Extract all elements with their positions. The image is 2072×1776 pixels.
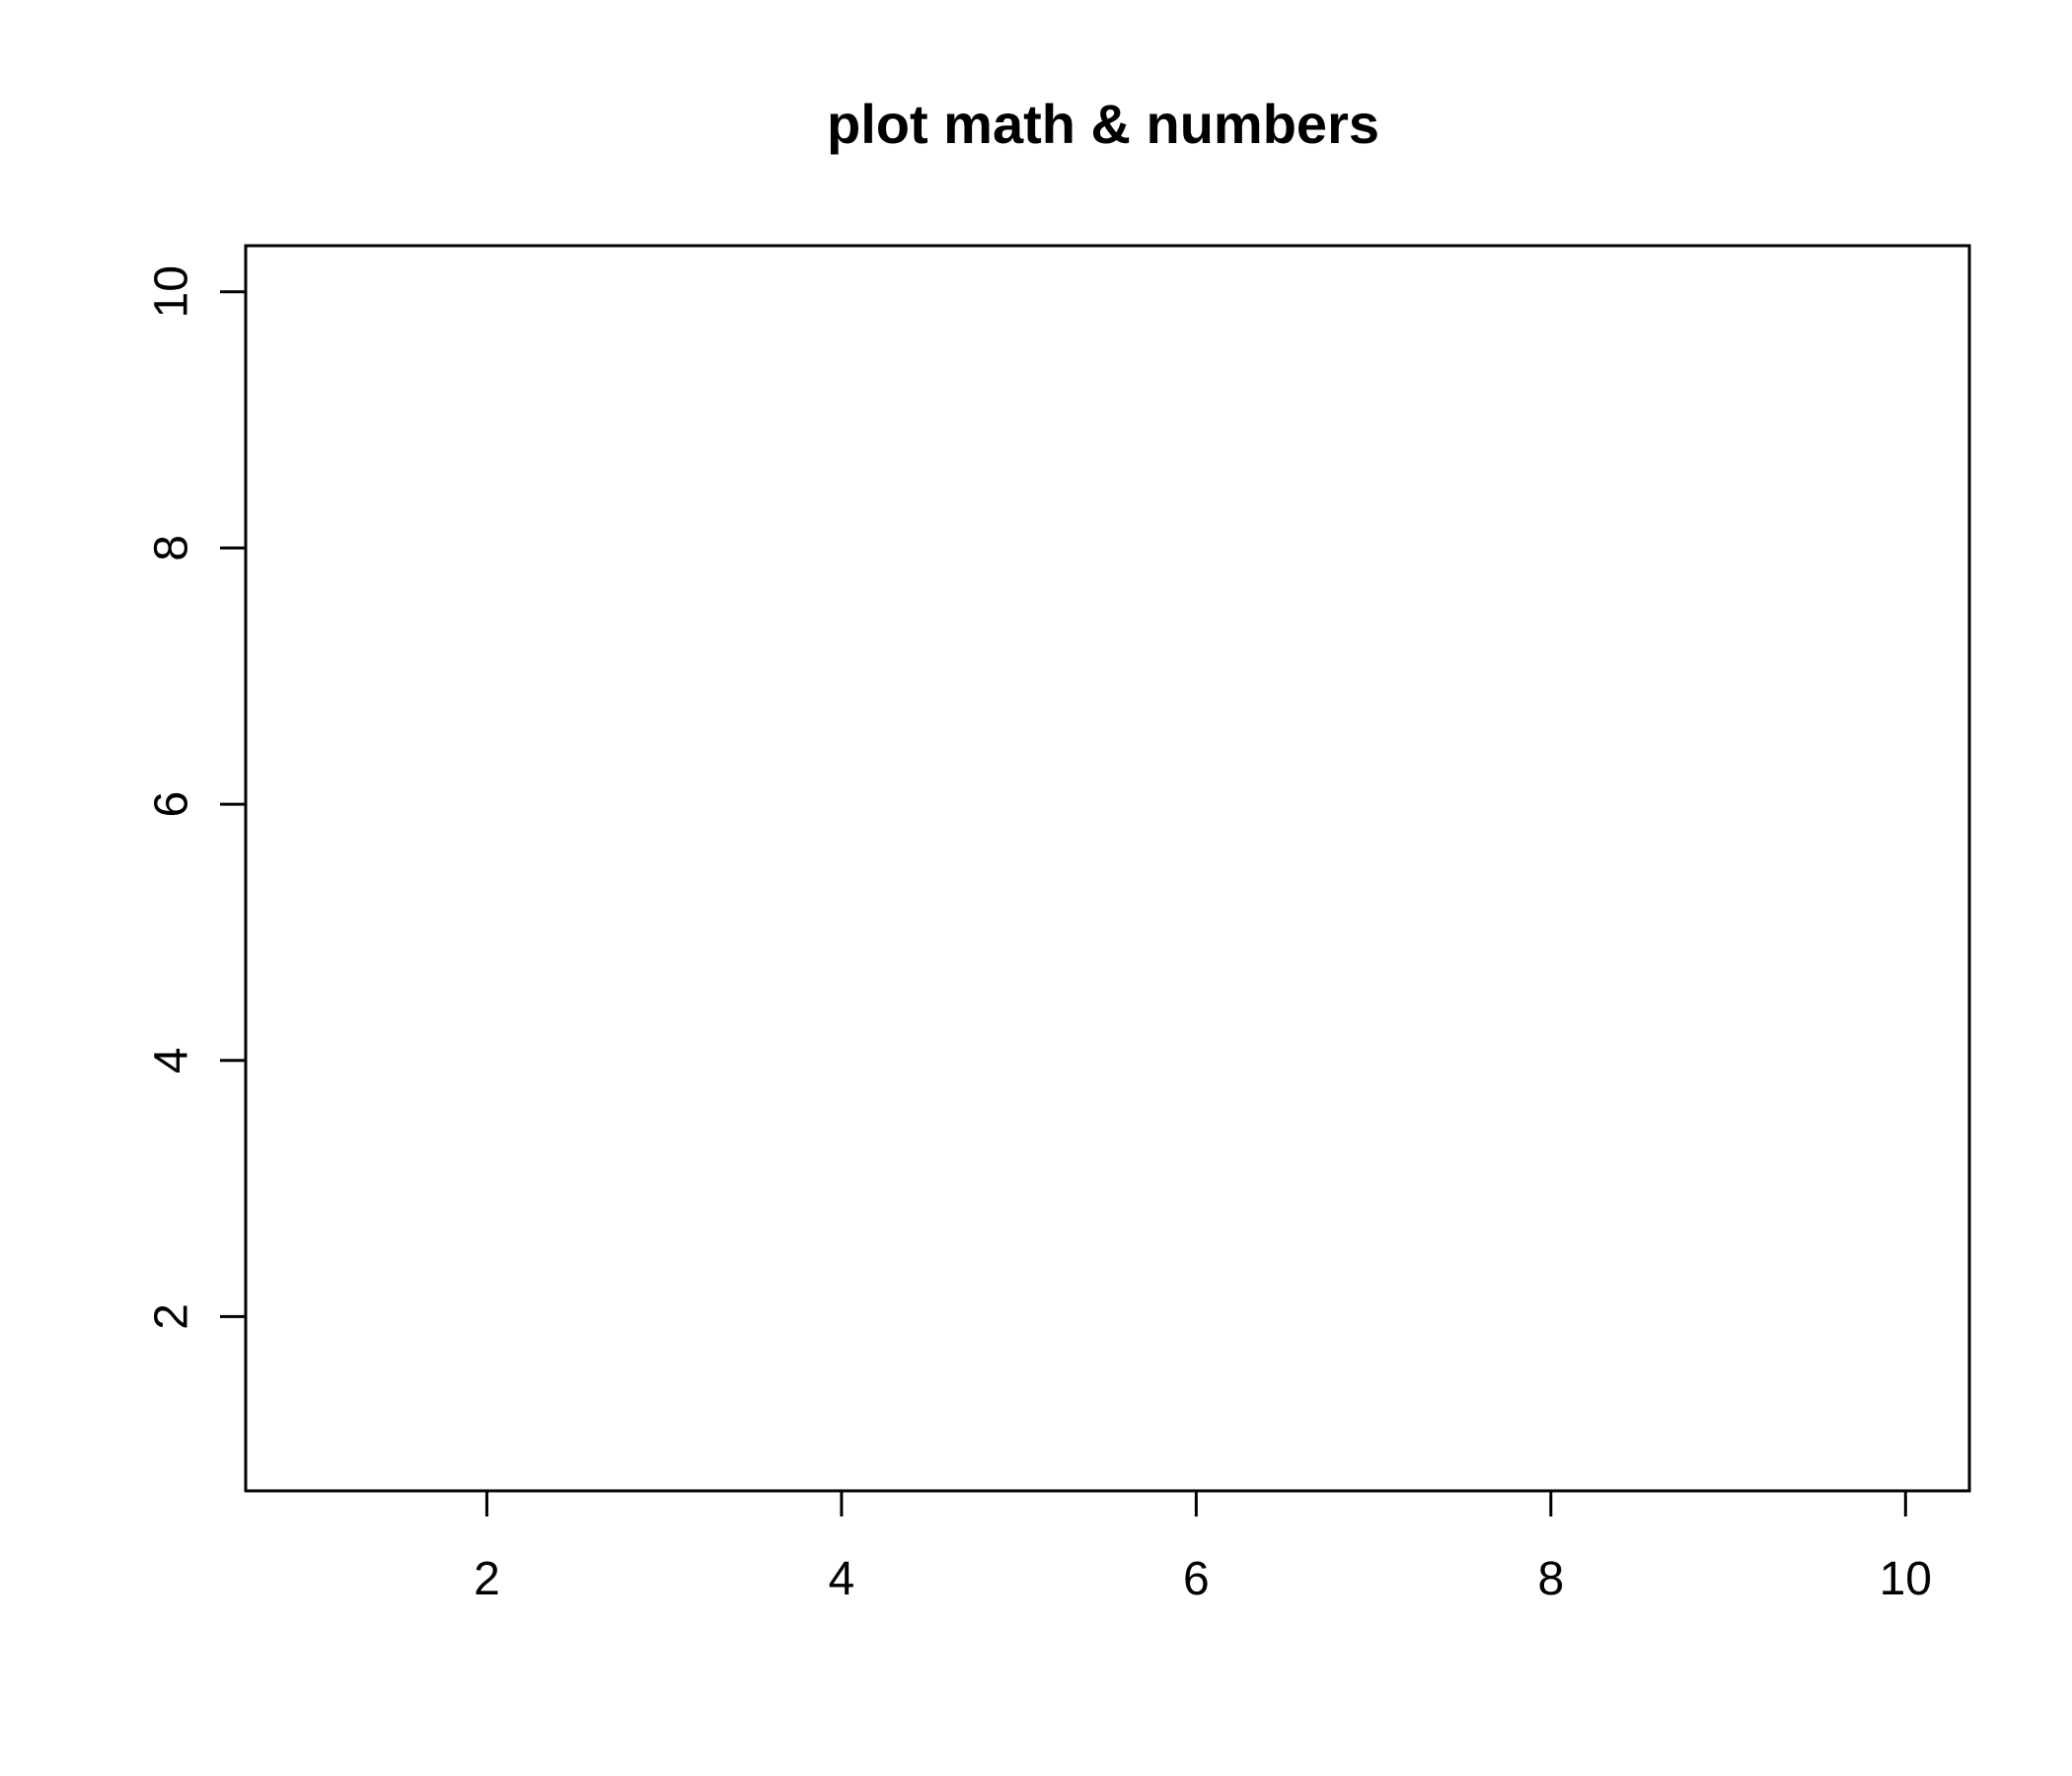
y-tick-label: 8 — [146, 535, 198, 561]
y-tick-label: 2 — [146, 1303, 198, 1330]
chart-title: plot math & numbers — [827, 93, 1379, 155]
x-tick-label: 6 — [1183, 1553, 1210, 1605]
y-tick-label: 6 — [146, 791, 198, 818]
y-tick-label: 10 — [146, 265, 198, 318]
y-tick-label: 4 — [146, 1047, 198, 1073]
x-tick-label: 4 — [829, 1553, 855, 1605]
x-axis: 2 4 6 8 10 — [474, 1489, 1932, 1605]
plot-area-frame — [244, 244, 1971, 1493]
x-tick-label: 2 — [474, 1553, 500, 1605]
x-tick-label: 8 — [1537, 1553, 1564, 1605]
y-axis: 2 4 6 8 10 — [146, 265, 248, 1330]
x-tick-label: 10 — [1880, 1553, 1932, 1605]
